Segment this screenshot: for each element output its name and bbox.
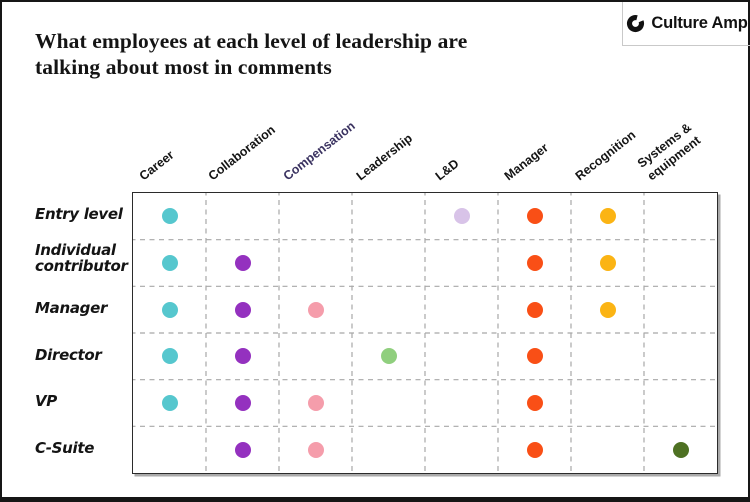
culture-amp-logo-text: Culture Amp <box>651 14 748 32</box>
row-label-vp: VP <box>35 392 58 410</box>
dot-entry-level-l-d <box>453 208 470 225</box>
dot-c-suite-compensation <box>307 441 324 458</box>
dot-c-suite-manager <box>526 441 543 458</box>
dot-c-suite-systems-equipment <box>672 441 689 458</box>
dot-c-suite-collaboration <box>234 441 251 458</box>
column-header-collaboration: Collaboration <box>205 122 278 184</box>
culture-amp-logo: Culture Amp <box>622 2 750 46</box>
column-header-career: Career <box>136 147 177 184</box>
dot-individual-contributor-manager <box>526 255 543 271</box>
column-header-manager: Manager <box>501 140 551 184</box>
dot-individual-contributor-collaboration <box>234 255 251 271</box>
dot-vp-career <box>161 395 178 411</box>
dot-director-career <box>161 348 178 365</box>
dot-manager-recognition <box>599 301 616 318</box>
dot-director-leadership <box>380 348 397 365</box>
row-label-director: Director <box>35 346 102 364</box>
dot-manager-manager <box>526 301 543 318</box>
dot-director-collaboration <box>234 348 251 365</box>
row-label-entry-level: Entry level <box>35 205 123 223</box>
column-header-systems-equipment: Systems & equipment <box>634 120 704 184</box>
column-header-leadership: Leadership <box>353 131 415 184</box>
dot-grid <box>132 192 718 474</box>
chart-title-line-1: What employees at each level of leadersh… <box>35 29 468 53</box>
grid-lines <box>133 193 717 473</box>
dot-vp-collaboration <box>234 395 251 411</box>
row-label-manager: Manager <box>35 299 108 317</box>
dot-individual-contributor-career <box>161 255 178 271</box>
chart-title: What employees at each level of leadersh… <box>35 28 515 81</box>
row-label-c-suite: C-Suite <box>35 439 95 457</box>
dot-vp-compensation <box>307 395 324 411</box>
column-header-compensation: Compensation <box>280 118 358 184</box>
column-header-ld: L&D <box>432 156 462 184</box>
dot-entry-level-recognition <box>599 208 616 225</box>
culture-amp-c-icon <box>627 14 645 33</box>
dot-manager-compensation <box>307 301 324 318</box>
dot-entry-level-career <box>161 208 178 225</box>
dot-individual-contributor-recognition <box>599 255 616 271</box>
dot-entry-level-manager <box>526 208 543 225</box>
dot-vp-manager <box>526 395 543 411</box>
dot-director-manager <box>526 348 543 365</box>
column-header-recognition: Recognition <box>572 127 639 184</box>
dot-manager-career <box>161 301 178 318</box>
row-label-individual-contributor: Individual contributor <box>35 241 128 276</box>
chart-title-line-2: talking about most in comments <box>35 55 332 80</box>
dot-manager-collaboration <box>234 301 251 318</box>
